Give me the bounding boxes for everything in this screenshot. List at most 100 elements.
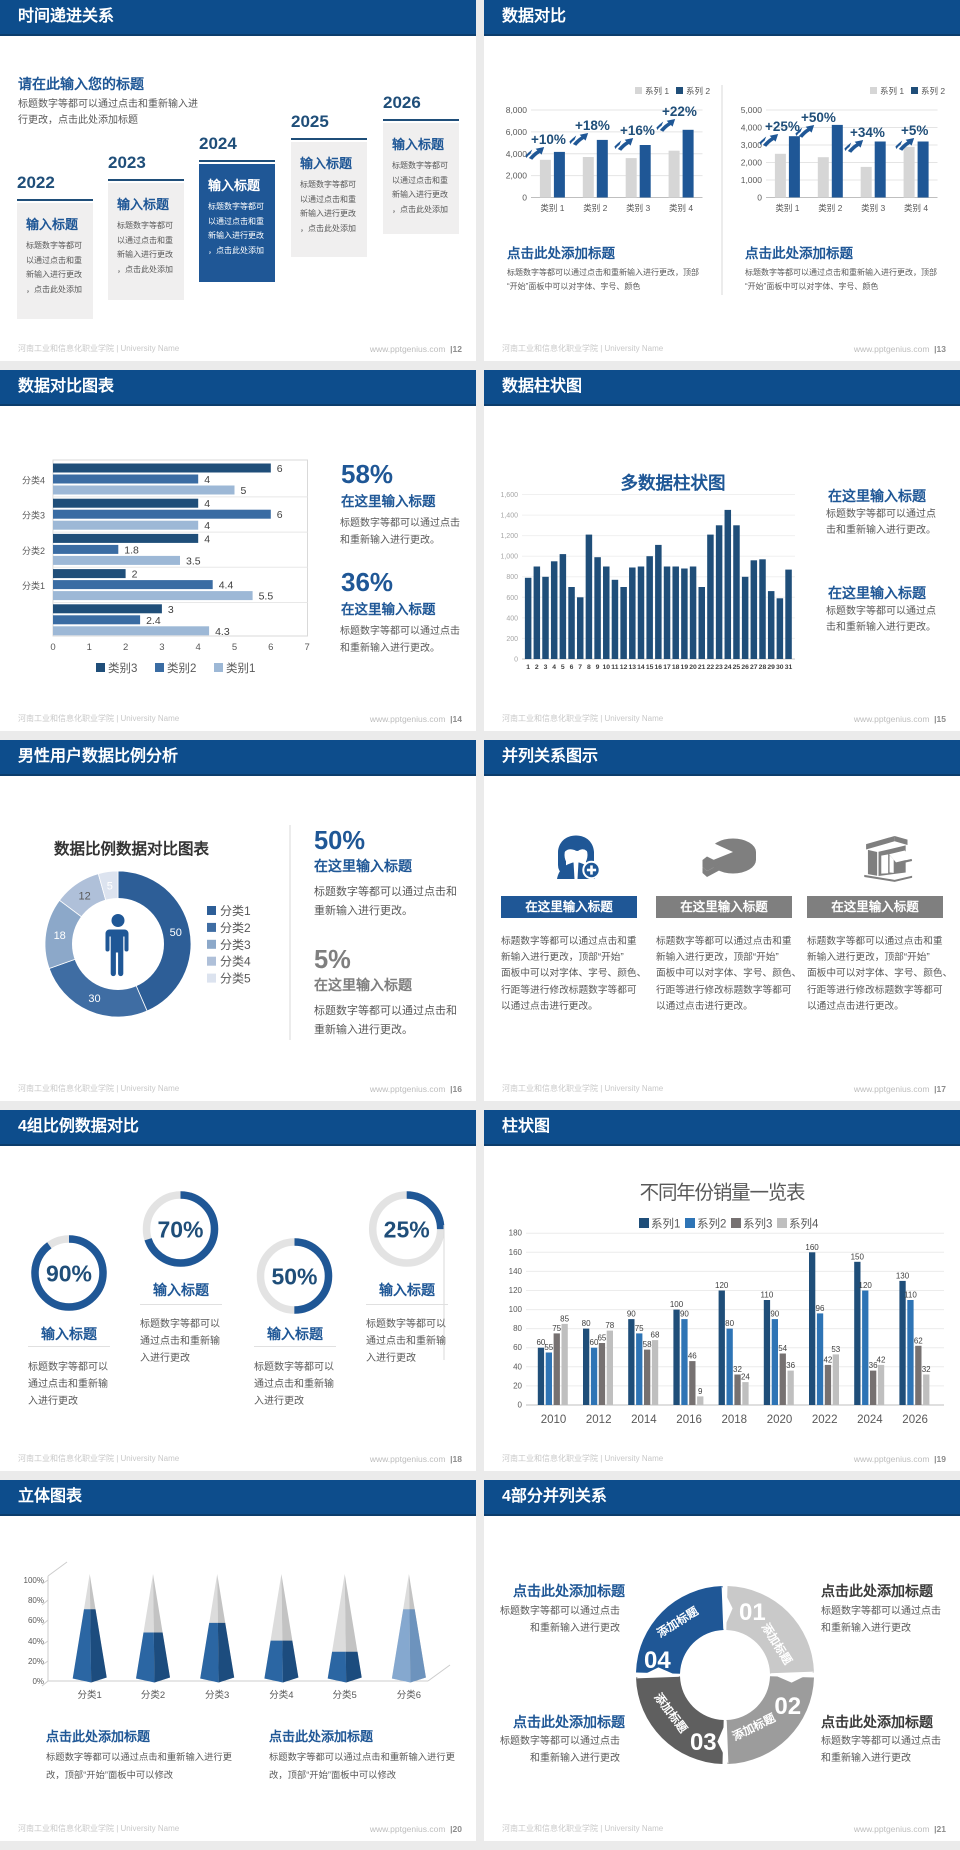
svg-text:120: 120 [509, 1286, 523, 1295]
svg-text:25: 25 [733, 664, 741, 671]
svg-text:7: 7 [578, 664, 582, 671]
svg-text:2018: 2018 [722, 1414, 748, 1426]
svg-text:60%: 60% [28, 1616, 44, 1625]
svg-text:2.4: 2.4 [146, 615, 161, 627]
svg-text:42: 42 [877, 1355, 886, 1364]
svg-text:30: 30 [776, 664, 784, 671]
svg-text:0: 0 [757, 193, 762, 203]
svg-text:4: 4 [204, 520, 210, 532]
svg-text:2,000: 2,000 [506, 171, 528, 181]
svg-text:类别 2: 类别 2 [818, 203, 842, 213]
svg-text:4.3: 4.3 [215, 626, 230, 638]
svg-text:2,000: 2,000 [741, 158, 763, 168]
svg-text:4: 4 [204, 533, 210, 545]
svg-text:60: 60 [590, 1338, 599, 1347]
svg-text:30: 30 [88, 993, 100, 1005]
svg-text:200: 200 [506, 636, 518, 643]
svg-text:9: 9 [698, 1387, 703, 1396]
svg-text:96: 96 [816, 1304, 825, 1313]
svg-text:11: 11 [611, 664, 618, 671]
svg-text:20: 20 [513, 1381, 522, 1390]
svg-text:2014: 2014 [631, 1414, 657, 1426]
svg-text:40: 40 [513, 1362, 522, 1371]
svg-text:78: 78 [605, 1321, 614, 1330]
svg-text:110: 110 [761, 1291, 774, 1300]
svg-text:类别 2: 类别 2 [583, 203, 607, 213]
svg-text:85: 85 [560, 1314, 569, 1323]
svg-text:50%: 50% [271, 1264, 317, 1290]
svg-text:24: 24 [724, 664, 732, 671]
svg-text:80: 80 [582, 1319, 591, 1328]
svg-text:4,000: 4,000 [741, 123, 763, 133]
svg-text:60: 60 [513, 1343, 522, 1352]
svg-text:25%: 25% [384, 1217, 430, 1243]
svg-text:28: 28 [759, 664, 767, 671]
svg-text:0: 0 [522, 193, 527, 203]
svg-text:6: 6 [277, 509, 283, 521]
svg-text:1,000: 1,000 [741, 175, 763, 185]
svg-text:2010: 2010 [541, 1414, 567, 1426]
svg-text:3: 3 [159, 642, 164, 653]
svg-text:02: 02 [774, 1693, 801, 1720]
svg-text:2: 2 [123, 642, 128, 653]
svg-text:100%: 100% [24, 1576, 44, 1585]
svg-text:分类1: 分类1 [22, 580, 45, 591]
svg-text:1.8: 1.8 [124, 544, 139, 556]
svg-text:2016: 2016 [676, 1414, 702, 1426]
svg-text:2024: 2024 [857, 1414, 883, 1426]
svg-text:分类1: 分类1 [220, 904, 251, 918]
svg-text:分类2: 分类2 [141, 1689, 165, 1701]
svg-text:分类3: 分类3 [22, 510, 45, 521]
svg-text:13: 13 [628, 664, 636, 671]
svg-text:80: 80 [725, 1319, 734, 1328]
svg-text:2: 2 [132, 569, 138, 581]
svg-text:50: 50 [170, 927, 182, 939]
svg-text:46: 46 [688, 1352, 697, 1361]
svg-text:0: 0 [50, 642, 55, 653]
svg-text:75: 75 [635, 1324, 644, 1333]
svg-text:5: 5 [232, 642, 237, 653]
svg-text:0%: 0% [32, 1677, 44, 1686]
svg-text:4: 4 [552, 664, 556, 671]
svg-text:+5%: +5% [901, 123, 928, 138]
svg-text:12: 12 [620, 664, 628, 671]
svg-text:系列 2: 系列 2 [686, 86, 710, 96]
svg-text:系列 2: 系列 2 [921, 86, 945, 96]
svg-text:15: 15 [646, 664, 654, 671]
svg-text:32: 32 [922, 1365, 931, 1374]
svg-text:4,000: 4,000 [506, 149, 528, 159]
svg-text:20%: 20% [28, 1657, 44, 1666]
svg-text:分类6: 分类6 [397, 1689, 421, 1701]
svg-text:110: 110 [904, 1291, 917, 1300]
svg-text:系列4: 系列4 [789, 1217, 819, 1231]
svg-text:分类2: 分类2 [22, 545, 45, 556]
svg-text:70%: 70% [157, 1217, 203, 1243]
svg-text:5: 5 [107, 881, 113, 893]
svg-text:4: 4 [204, 498, 210, 510]
svg-text:8,000: 8,000 [506, 105, 528, 115]
svg-text:53: 53 [831, 1345, 840, 1354]
svg-text:1,000: 1,000 [500, 554, 518, 561]
svg-text:类别 1: 类别 1 [775, 203, 799, 213]
svg-text:+22%: +22% [662, 104, 697, 119]
svg-text:+50%: +50% [801, 110, 836, 125]
svg-text:400: 400 [506, 615, 518, 622]
svg-text:分类2: 分类2 [220, 921, 251, 935]
svg-text:60: 60 [536, 1338, 545, 1347]
svg-text:90: 90 [680, 1310, 689, 1319]
svg-text:600: 600 [506, 595, 518, 602]
svg-text:6: 6 [277, 463, 283, 475]
svg-text:19: 19 [681, 664, 689, 671]
svg-text:8: 8 [587, 664, 591, 671]
svg-text:16: 16 [655, 664, 663, 671]
svg-text:7: 7 [304, 642, 309, 653]
svg-text:100: 100 [509, 1305, 523, 1314]
svg-text:18: 18 [672, 664, 680, 671]
svg-text:系列3: 系列3 [743, 1217, 772, 1231]
svg-text:29: 29 [767, 664, 775, 671]
svg-text:14: 14 [637, 664, 645, 671]
svg-text:0: 0 [518, 1401, 523, 1410]
svg-text:系列 1: 系列 1 [880, 86, 904, 96]
svg-text:2012: 2012 [586, 1414, 612, 1426]
svg-text:分类3: 分类3 [220, 938, 251, 952]
